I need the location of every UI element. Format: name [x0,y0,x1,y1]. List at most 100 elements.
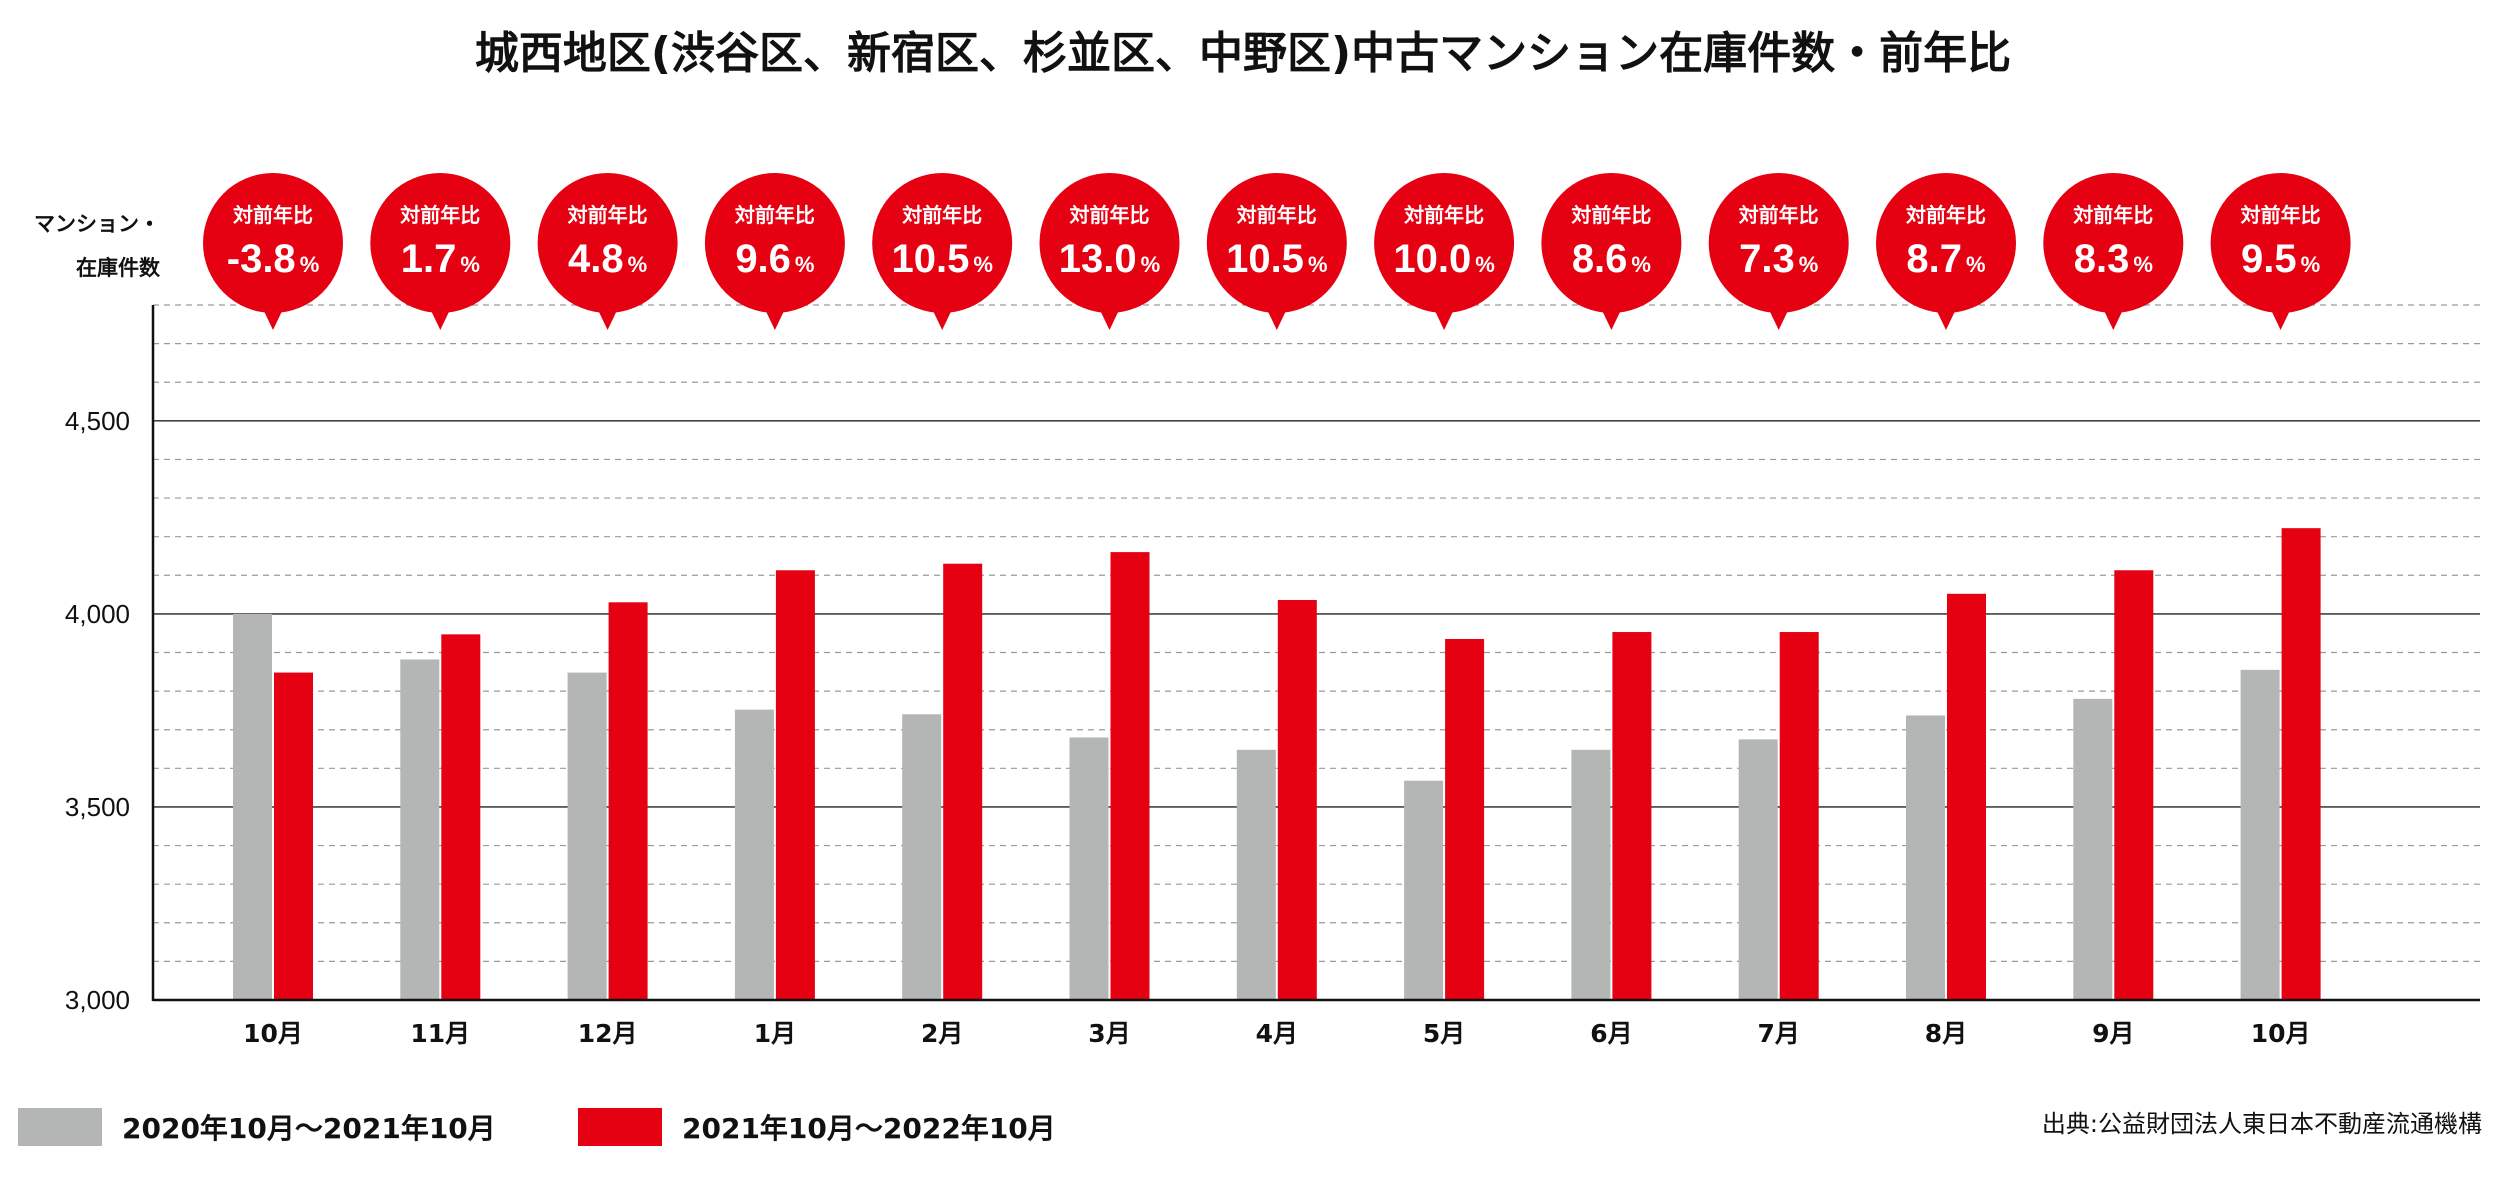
legend-swatch-2020-2021 [18,1108,102,1146]
bar-2021-2022 [1277,599,1317,1000]
yoy-bubble-circle [2210,173,2351,313]
yoy-bubble-label: 対前年比 [232,203,313,227]
source-note: 出典:公益財団法人東日本不動産流通機構 [2042,1110,2482,1138]
yoy-bubble: 対前年比 4.8% [537,173,678,330]
yoy-bubble-pointer [1265,307,1288,330]
x-tick-label: 7月 [1757,1019,1799,1048]
yoy-bubble-label: 対前年比 [1403,203,1484,227]
yoy-bubble: 対前年比 7.3% [1708,173,1849,330]
yoy-bubble-circle [2043,173,2184,313]
yoy-value: 8.6% [1572,237,1651,281]
y-axis-unit-line2: 在庫件数 [76,256,161,280]
y-tick-label: 3,000 [65,985,130,1015]
legend-label-2021-2022: 2021年10月～2022年10月 [682,1112,1056,1145]
yoy-bubble-circle [537,173,678,313]
x-tick-label: 12月 [578,1019,638,1048]
yoy-bubble-pointer [931,307,954,330]
bar-2021-2022 [274,672,313,1000]
bar-2020-2021 [1571,749,1611,1000]
y-axis-unit-line1: マンション・ [34,212,160,236]
yoy-value: 9.5% [2241,237,2320,281]
bar-2020-2021 [734,709,774,1000]
yoy-bubble-circle [203,173,343,313]
yoy-value: -3.8% [227,237,320,281]
yoy-bubble-circle [1876,173,2016,313]
y-axis-ticks: 3,000 3,500 4,000 4,500 [65,406,130,1015]
yoy-value: 1.7% [401,237,480,281]
yoy-bubble: 対前年比 8.6% [1541,173,1682,330]
bar-2021-2022 [1612,632,1652,1000]
legend: 2020年10月～2021年10月 2021年10月～2022年10月 [18,1108,1056,1146]
yoy-bubble-label: 対前年比 [901,203,982,227]
yoy-bubble-label: 対前年比 [2240,203,2321,227]
bar-2020-2021 [233,613,272,1000]
yoy-bubble-pointer [2269,307,2292,330]
yoy-bubble: 対前年比 10.5% [872,173,1013,330]
bar-2020-2021 [567,672,607,1000]
yoy-bubbles: 対前年比 -3.8 % 対前年比 1.7 % 対前年比 4.8 % 対前年比 9.6 % 対前年比 10.… [203,173,2351,330]
yoy-value: 8.7% [1906,237,1985,281]
x-tick-label: 4月 [1256,1019,1298,1048]
legend-label-2020-2021: 2020年10月～2021年10月 [122,1112,496,1145]
y-tick-label: 4,500 [65,406,130,436]
y-tick-label: 3,500 [65,792,130,822]
yoy-bubble-circle [704,173,845,313]
yoy-value: 4.8% [568,237,647,281]
yoy-bubble-label: 対前年比 [1570,203,1651,227]
yoy-bubble: 対前年比 13.0% [1039,173,1180,330]
bars [233,528,2321,1000]
yoy-bubble-pointer [1935,307,1957,330]
yoy-bubble-pointer [2102,307,2125,330]
yoy-bubble: 対前年比 10.5% [1206,173,1347,330]
bar-2021-2022 [775,570,815,1000]
bar-2021-2022 [1110,552,1150,1000]
yoy-bubble-pointer [1767,307,1790,330]
yoy-value: 10.0% [1393,237,1494,281]
yoy-bubble-circle [1708,173,1849,313]
bar-2020-2021 [1069,737,1109,1000]
yoy-bubble-label: 対前年比 [1905,203,1986,227]
bar-2020-2021 [1236,749,1276,1000]
bar-2021-2022 [441,634,481,1000]
x-tick-label: 10月 [2251,1019,2311,1048]
x-tick-label: 11月 [410,1019,470,1048]
yoy-bubble-label: 対前年比 [567,203,648,227]
bar-2020-2021 [1906,715,1945,1000]
yoy-bubble: 対前年比 9.5% [2210,173,2351,330]
bar-2021-2022 [608,602,648,1000]
x-tick-label: 10月 [243,1019,303,1048]
bar-2020-2021 [2073,698,2113,1000]
bar-2020-2021 [1738,739,1778,1000]
yoy-bubble-pointer [1600,307,1623,330]
bar-2020-2021 [1404,780,1444,1000]
yoy-bubble-label: 対前年比 [2072,203,2153,227]
bar-2021-2022 [943,563,983,1000]
y-tick-label: 4,000 [65,599,130,629]
yoy-bubble-pointer [763,307,786,330]
yoy-bubble-label: 対前年比 [1738,203,1819,227]
yoy-bubble: 対前年比 9.6% [704,173,845,330]
yoy-bubble-circle [1039,173,1180,313]
yoy-bubble: 対前年比 10.0% [1374,173,1515,330]
x-tick-label: 8月 [1925,1019,1967,1048]
x-tick-label: 1月 [754,1019,796,1048]
x-tick-label: 2月 [921,1019,963,1048]
axes [151,305,2480,1002]
bar-2020-2021 [400,659,440,1000]
yoy-bubble: 対前年比 8.3% [2043,173,2184,330]
yoy-value: 7.3% [1739,237,1818,281]
bar-2021-2022 [2281,528,2321,1000]
yoy-bubble-pointer [262,307,284,330]
bar-2021-2022 [1779,632,1819,1000]
yoy-bubble-pointer [1098,307,1121,330]
yoy-bubble-circle [370,173,511,313]
yoy-bubble-circle [872,173,1013,313]
bar-2021-2022 [1445,638,1485,1000]
yoy-bubble-label: 対前年比 [399,203,480,227]
bar-2021-2022 [2114,570,2154,1000]
chart-title: 城西地区(渋谷区、新宿区、杉並区、中野区)中古マンション在庫件数・前年比 [475,28,2011,79]
bar-2021-2022 [1947,593,1986,1000]
yoy-bubble-circle [1206,173,1347,313]
yoy-bubble-pointer [596,307,619,330]
